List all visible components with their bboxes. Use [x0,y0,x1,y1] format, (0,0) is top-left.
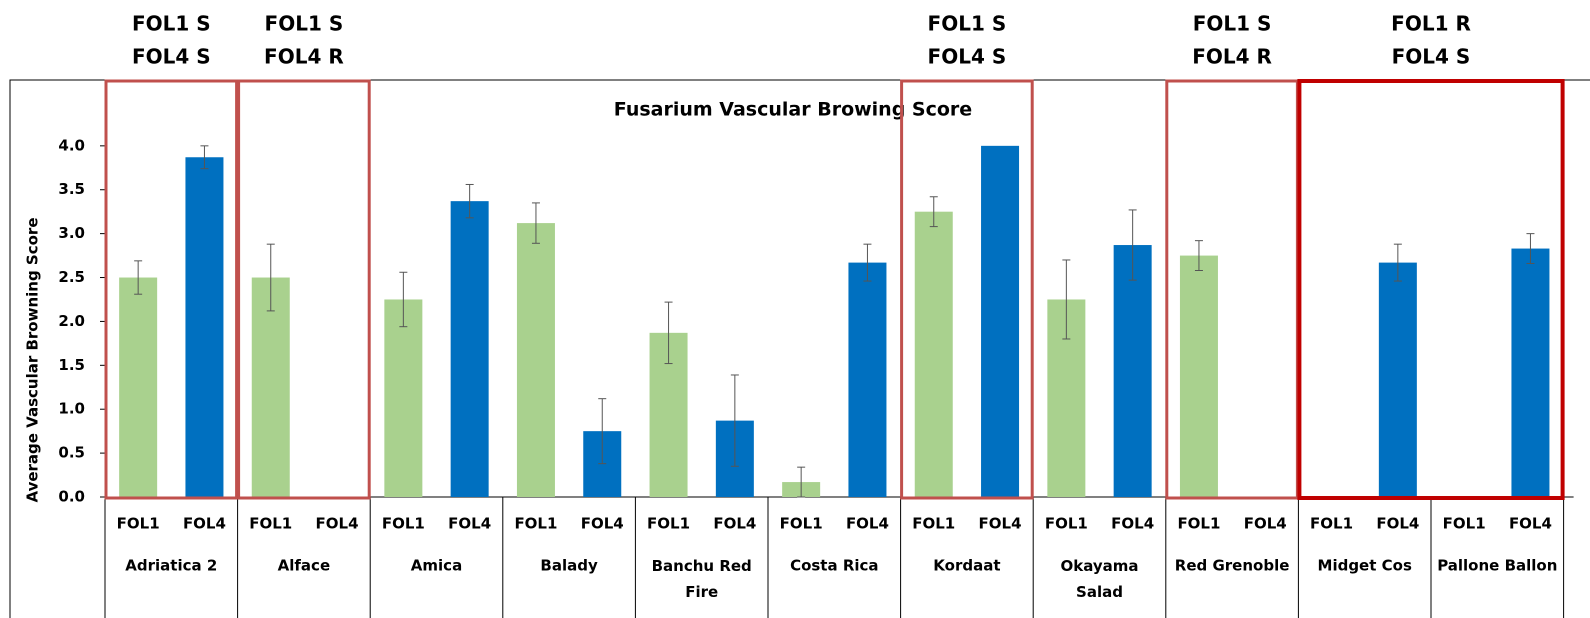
y-tick-label: 0.5 [58,444,85,462]
series-label: FOL1 [647,515,690,533]
x-tick-label: Amica [411,557,462,575]
error-bar [134,260,143,295]
y-tick-label: 2.5 [58,268,85,286]
series-label: FOL1 [780,515,823,533]
x-tick-label: Balady [540,557,598,575]
y-axis-label: Average Vascular Browning Score [24,218,42,503]
bar [119,277,158,497]
error-bar [664,301,673,365]
error-bar [929,196,938,228]
annotation-box [900,79,1034,500]
x-tick-label: Midget Cos [1318,557,1412,575]
annotation-text: FOL4 S [132,45,211,69]
error-bar [266,243,275,312]
series-label: FOL1 [117,515,160,533]
series-label: FOL1 [382,515,425,533]
x-tick-label-line: Okayama [1060,557,1138,575]
y-tick-label: 1.0 [58,400,85,418]
series-label: FOL1 [249,515,292,533]
annotation-text: FOL1 S [928,12,1007,36]
series-label: FOL4 [183,515,226,533]
series-label: FOL1 [514,515,557,533]
x-tick-label: Okayama Salad [1060,557,1138,601]
error-bar [797,466,806,498]
annotation-text: FOL4 R [264,45,344,69]
annotation-text: FOL4 S [1392,45,1471,69]
series-label: FOL4 [1376,515,1419,533]
x-tick-label: Red Grenoble [1175,557,1290,575]
x-tick-label-line: Banchu Red [652,557,752,575]
error-bar [465,183,474,219]
series-label: FOL1 [1045,515,1088,533]
annotation-text: FOL1 S [1193,12,1272,36]
error-bar [200,145,209,170]
error-bar [1194,240,1203,272]
series-label: FOL4 [1111,515,1154,533]
chart-title: Fusarium Vascular Browing Score [614,99,972,121]
x-tick-label: Alface [278,557,330,575]
series-label: FOL1 [1443,515,1486,533]
error-bar [1526,233,1535,264]
y-tick-label: 3.5 [58,180,85,198]
series-label: FOL1 [912,515,955,533]
bar [450,201,489,497]
error-bar [1128,209,1137,281]
series-label: FOL1 [1177,515,1220,533]
series-label: FOL4 [1244,515,1287,533]
series-label: FOL4 [713,515,756,533]
annotation-box [104,79,239,500]
bar [981,145,1020,497]
x-tick-label: Pallone Ballon [1437,557,1557,575]
y-tick-label: 1.5 [58,356,85,374]
error-bar [531,202,540,244]
bar [1179,255,1218,497]
series-label: FOL4 [1509,515,1552,533]
annotation-text: FOL4 R [1192,45,1272,69]
series-label: FOL1 [1310,515,1353,533]
error-bar [863,243,872,282]
bar [516,223,555,497]
series-label: FOL4 [316,515,359,533]
bar [914,211,953,497]
annotation-box [237,79,371,500]
y-tick-label: 3.0 [58,224,85,242]
x-tick-label: Adriatica 2 [125,557,217,575]
y-tick-label: 0.0 [58,488,85,506]
annotation-text: FOL1 R [1391,12,1471,36]
y-tick-label: 2.0 [58,312,85,330]
error-bar [730,374,739,467]
x-tick-label: Kordaat [933,557,1000,575]
annotation-text: FOL1 S [132,12,211,36]
bar [848,262,887,497]
annotation-text: FOL1 S [265,12,344,36]
error-bar [399,271,408,328]
error-bar [598,398,607,465]
bar [185,157,224,497]
error-bar [1062,259,1071,340]
series-label: FOL4 [979,515,1022,533]
bar [1378,262,1417,497]
x-tick-label-line: Salad [1076,583,1123,601]
chart-frame [9,79,1590,618]
bar [384,299,423,497]
bar [1113,245,1152,497]
annotation-box [1297,79,1565,500]
bar [251,277,290,497]
series-label: FOL4 [581,515,624,533]
y-tick-label: 4.0 [58,136,85,154]
x-tick-label: Banchu Red Fire [652,557,752,601]
x-tick-label: Costa Rica [790,557,878,575]
error-bar [1393,243,1402,282]
bar [1511,248,1550,497]
x-tick-label-line: Fire [685,583,718,601]
annotation-text: FOL4 S [928,45,1007,69]
series-label: FOL4 [448,515,491,533]
series-label: FOL4 [846,515,889,533]
